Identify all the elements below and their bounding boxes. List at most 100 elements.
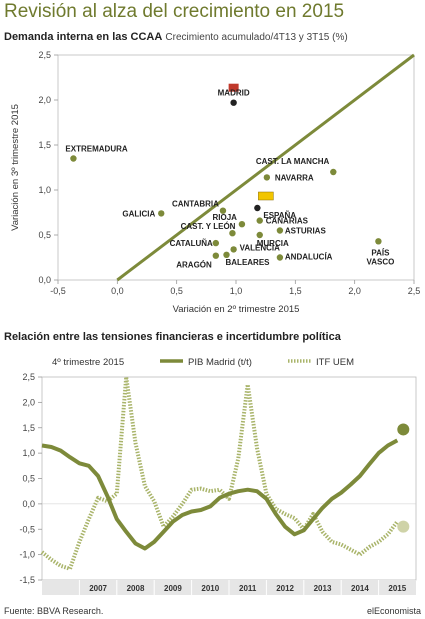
label-arag-n: ARAGÓN bbox=[176, 261, 212, 270]
label-line: ASTURIAS bbox=[285, 227, 327, 236]
point-catalu-a bbox=[212, 239, 220, 247]
label-line: MURCIA bbox=[257, 239, 289, 248]
series-pib-line bbox=[41, 438, 399, 551]
y-tick-label: 1,0 bbox=[22, 448, 35, 458]
point-madrid bbox=[230, 99, 237, 106]
x-year-label: 2013 bbox=[314, 584, 332, 593]
legend-label-itf: ITF UEM bbox=[316, 357, 354, 368]
point-valencia bbox=[230, 246, 237, 253]
label-madrid: MADRID bbox=[218, 89, 250, 98]
y-tick-label: 2,5 bbox=[22, 372, 35, 382]
label-valencia: VALENCIA bbox=[240, 243, 281, 252]
x-year-label: 2007 bbox=[89, 584, 107, 593]
point-cast-la-mancha bbox=[330, 168, 337, 176]
x-tick-label: 0,5 bbox=[170, 286, 183, 296]
label-baleares: BALEARES bbox=[226, 258, 271, 267]
point-galicia bbox=[158, 210, 165, 217]
point-espa-a bbox=[254, 204, 261, 212]
chart1-unit: Crecimiento acumulado/4T13 y 3T15 (%) bbox=[165, 32, 348, 43]
y-axis-label: Variación en 3º trimestre 2015 bbox=[10, 104, 21, 231]
point-murcia bbox=[256, 231, 263, 239]
label-line: PAÍS bbox=[371, 248, 390, 257]
y-tick-label: 0,0 bbox=[22, 499, 35, 509]
label-galicia: GALICIA bbox=[122, 209, 155, 218]
label-line: GALICIA bbox=[122, 209, 155, 218]
x-tick-label: 1,0 bbox=[230, 286, 243, 296]
x-year-label: 2008 bbox=[127, 584, 145, 593]
label-line: VASCO bbox=[366, 257, 394, 266]
x-tick-label: 2,5 bbox=[408, 286, 421, 296]
label-line: NAVARRA bbox=[275, 173, 314, 182]
y-tick-label: 1,5 bbox=[22, 423, 35, 433]
label-line: ARAGÓN bbox=[176, 261, 212, 270]
point-baleares bbox=[223, 251, 230, 258]
label-rioja: RIOJA bbox=[212, 213, 237, 222]
point-cantabria bbox=[219, 207, 227, 214]
label-cast-la-mancha: CAST. LA MANCHA bbox=[256, 157, 330, 166]
label-line: EXTREMADURA bbox=[65, 145, 127, 154]
brand-logo: elEconomista bbox=[366, 606, 421, 616]
x-tick-label: 1,5 bbox=[289, 286, 302, 296]
label-cantabria: CANTABRIA bbox=[172, 200, 219, 209]
label-espa-a: ESPAÑA bbox=[263, 211, 296, 220]
x-year-label: 2009 bbox=[164, 584, 182, 593]
label-line: ANDALUCÍA bbox=[285, 253, 333, 262]
chart1-subtitle: Demanda interna en las CCAA Crecimiento … bbox=[4, 31, 348, 43]
point-canarias bbox=[256, 217, 263, 224]
y-tick-label: -1,5 bbox=[19, 575, 35, 585]
series-itf-end-marker bbox=[397, 520, 410, 533]
source-note: Fuente: BBVA Research. bbox=[4, 606, 104, 616]
x-year-label: 2011 bbox=[239, 584, 257, 593]
point-cast-y-le-n bbox=[229, 230, 236, 237]
y-tick-label: 1,0 bbox=[38, 185, 51, 195]
series-pib-end-marker bbox=[397, 423, 410, 436]
label-pa-s-vasco: PAÍS VASCO bbox=[366, 248, 394, 266]
label-andaluc-a: ANDALUCÍA bbox=[285, 253, 333, 262]
label-line: CANARIAS bbox=[266, 217, 309, 226]
y-tick-label: -0,5 bbox=[19, 524, 35, 534]
point-arag-n bbox=[212, 252, 220, 259]
point-asturias bbox=[276, 227, 284, 234]
label-line: ESPAÑA bbox=[263, 211, 296, 220]
label-navarra: NAVARRA bbox=[275, 173, 314, 182]
point-andaluc-a bbox=[276, 254, 284, 261]
y-tick-label: 2,0 bbox=[38, 95, 51, 105]
line-chart: 4º trimestre 2015 PIB Madrid (t/t) ITF UEM… bbox=[19, 357, 417, 595]
label-line: BALEARES bbox=[226, 258, 271, 267]
y-tick-label: 1,5 bbox=[38, 140, 51, 150]
chart2-title: Relación entre las tensiones financieras… bbox=[4, 331, 341, 343]
legend-title: 4º trimestre 2015 bbox=[52, 357, 124, 368]
y-tick-label: 0,5 bbox=[38, 230, 51, 240]
point-rioja bbox=[238, 221, 246, 228]
x-year-label: 2014 bbox=[351, 584, 369, 593]
point-pa-s-vasco bbox=[375, 238, 382, 245]
legend-label-pib: PIB Madrid (t/t) bbox=[188, 357, 252, 368]
label-cast-y-le-n: CAST. Y LEÓN bbox=[181, 222, 236, 231]
label-line: MADRID bbox=[218, 89, 250, 98]
y-tick-label: -1,0 bbox=[19, 550, 35, 560]
label-line: RIOJA bbox=[212, 213, 237, 222]
label-line: CANTABRIA bbox=[172, 200, 219, 209]
point-navarra bbox=[263, 174, 271, 181]
madrid-flag-icon bbox=[228, 83, 239, 92]
label-line: VALENCIA bbox=[240, 243, 281, 252]
reference-line bbox=[116, 53, 415, 282]
chart1-title: Demanda interna en las CCAA bbox=[4, 31, 163, 43]
label-line: CAST. Y LEÓN bbox=[181, 222, 236, 231]
spain-flag-icon bbox=[258, 191, 274, 201]
x-tick-label: 0,0 bbox=[111, 286, 124, 296]
label-canarias: CANARIAS bbox=[266, 217, 309, 226]
scatter-chart: -0,5 0,0 0,5 1,0 1,5 2,0 2,50,00,51,01,52,02,5… bbox=[10, 50, 421, 315]
x-tick-label: 2,0 bbox=[348, 286, 361, 296]
x-year-label: 2015 bbox=[388, 584, 406, 593]
label-line: CAST. LA MANCHA bbox=[256, 157, 330, 166]
label-asturias: ASTURIAS bbox=[285, 227, 327, 236]
y-tick-label: 0,5 bbox=[22, 474, 35, 484]
y-tick-label: 2,0 bbox=[22, 397, 35, 407]
y-tick-label: 0,0 bbox=[38, 275, 51, 285]
label-murcia: MURCIA bbox=[257, 239, 289, 248]
label-extremadura: EXTREMADURA bbox=[65, 145, 127, 154]
point-extremadura bbox=[70, 155, 77, 162]
page-title: Revisión al alza del crecimiento en 2015 bbox=[4, 1, 345, 22]
x-axis-label: Variación en 2º trimestre 2015 bbox=[173, 304, 300, 315]
